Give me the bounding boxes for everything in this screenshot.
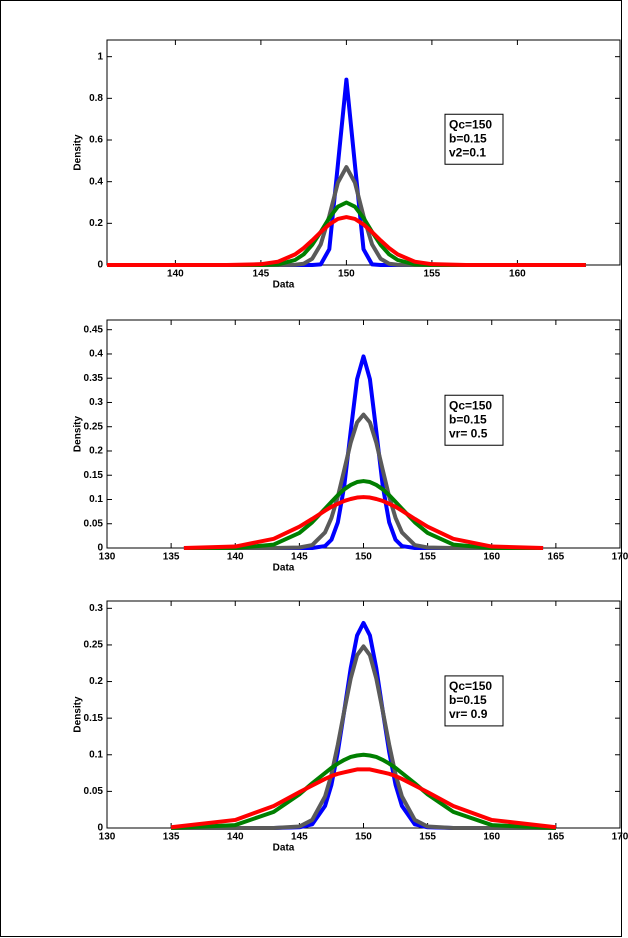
x-tick-label: 135 bbox=[163, 832, 180, 843]
y-tick-label: 0 bbox=[97, 823, 103, 834]
density-line bbox=[183, 479, 544, 550]
annotation: Qc=150 bbox=[449, 398, 492, 412]
annotation: b=0.15 bbox=[449, 131, 487, 145]
y-axis-label: Density bbox=[73, 696, 84, 733]
x-tick-label: 145 bbox=[291, 552, 308, 563]
x-tick-label: 160 bbox=[483, 552, 500, 563]
annotation-box bbox=[444, 675, 504, 727]
annotation: vr= 0.5 bbox=[449, 426, 488, 440]
y-tick-label: 0.35 bbox=[84, 373, 104, 384]
y-tick-label: 0.2 bbox=[89, 676, 103, 687]
plot-area bbox=[106, 600, 621, 829]
density-line bbox=[183, 412, 544, 550]
x-tick-label: 140 bbox=[167, 269, 184, 280]
x-tick-label: 150 bbox=[355, 552, 372, 563]
y-tick-label: 0.1 bbox=[89, 749, 103, 760]
density-line bbox=[183, 354, 544, 550]
x-tick-label: 155 bbox=[419, 552, 436, 563]
x-tick-label: 165 bbox=[548, 832, 565, 843]
y-tick-label: 0.3 bbox=[89, 397, 103, 408]
annotation: Qc=150 bbox=[449, 679, 492, 693]
x-axis-label: Data bbox=[273, 563, 295, 574]
x-tick-label: 160 bbox=[509, 269, 526, 280]
x-tick-label: 140 bbox=[227, 832, 244, 843]
y-tick-label: 0.4 bbox=[89, 349, 103, 360]
y-tick-label: 0.2 bbox=[89, 446, 103, 457]
y-axis-label: Density bbox=[73, 416, 84, 453]
y-tick-label: 0.05 bbox=[84, 786, 104, 797]
y-axis-label: Density bbox=[73, 134, 84, 171]
x-axis-label: Data bbox=[273, 843, 295, 854]
x-tick-label: 170 bbox=[612, 832, 628, 843]
y-tick-label: 0 bbox=[97, 543, 103, 554]
y-tick-label: 0.05 bbox=[84, 518, 104, 529]
density-line bbox=[107, 215, 586, 267]
density-line bbox=[183, 495, 544, 550]
plot-area bbox=[106, 39, 621, 266]
y-tick-label: 0.3 bbox=[89, 603, 103, 614]
x-tick-label: 140 bbox=[227, 552, 244, 563]
y-tick-label: 0.25 bbox=[84, 640, 104, 651]
x-tick-label: 135 bbox=[163, 552, 180, 563]
annotation: v2=0.1 bbox=[449, 145, 486, 159]
annotation-box bbox=[444, 394, 504, 446]
x-tick-label: 165 bbox=[548, 552, 565, 563]
x-tick-label: 160 bbox=[483, 832, 500, 843]
x-tick-label: 170 bbox=[612, 552, 628, 563]
y-tick-label: 0.4 bbox=[89, 176, 103, 187]
y-tick-label: 0.45 bbox=[84, 324, 104, 335]
x-tick-label: 130 bbox=[99, 832, 116, 843]
annotation: b=0.15 bbox=[449, 412, 487, 426]
x-tick-label: 145 bbox=[291, 832, 308, 843]
density-line bbox=[170, 767, 557, 830]
density-line bbox=[171, 644, 556, 830]
y-tick-label: 0.25 bbox=[84, 421, 104, 432]
y-tick-label: 0.15 bbox=[84, 713, 104, 724]
x-tick-label: 130 bbox=[99, 552, 116, 563]
plot-area bbox=[106, 319, 621, 549]
x-axis-label: Data bbox=[273, 280, 295, 291]
y-tick-label: 1 bbox=[97, 51, 103, 62]
x-tick-label: 155 bbox=[419, 832, 436, 843]
density-line bbox=[107, 200, 586, 267]
x-tick-label: 145 bbox=[253, 269, 270, 280]
y-tick-label: 0.6 bbox=[89, 135, 103, 146]
x-tick-label: 150 bbox=[338, 269, 355, 280]
annotation-box bbox=[444, 113, 504, 165]
y-tick-label: 0 bbox=[97, 260, 103, 271]
x-tick-label: 155 bbox=[424, 269, 441, 280]
annotation: b=0.15 bbox=[449, 693, 487, 707]
y-tick-label: 0.15 bbox=[84, 470, 104, 481]
y-tick-label: 0.8 bbox=[89, 93, 103, 104]
annotation: Qc=150 bbox=[449, 117, 492, 131]
density-line bbox=[171, 620, 556, 830]
x-tick-label: 150 bbox=[355, 832, 372, 843]
y-tick-label: 0.2 bbox=[89, 218, 103, 229]
y-tick-label: 0.1 bbox=[89, 494, 103, 505]
annotation: vr= 0.9 bbox=[449, 707, 488, 721]
